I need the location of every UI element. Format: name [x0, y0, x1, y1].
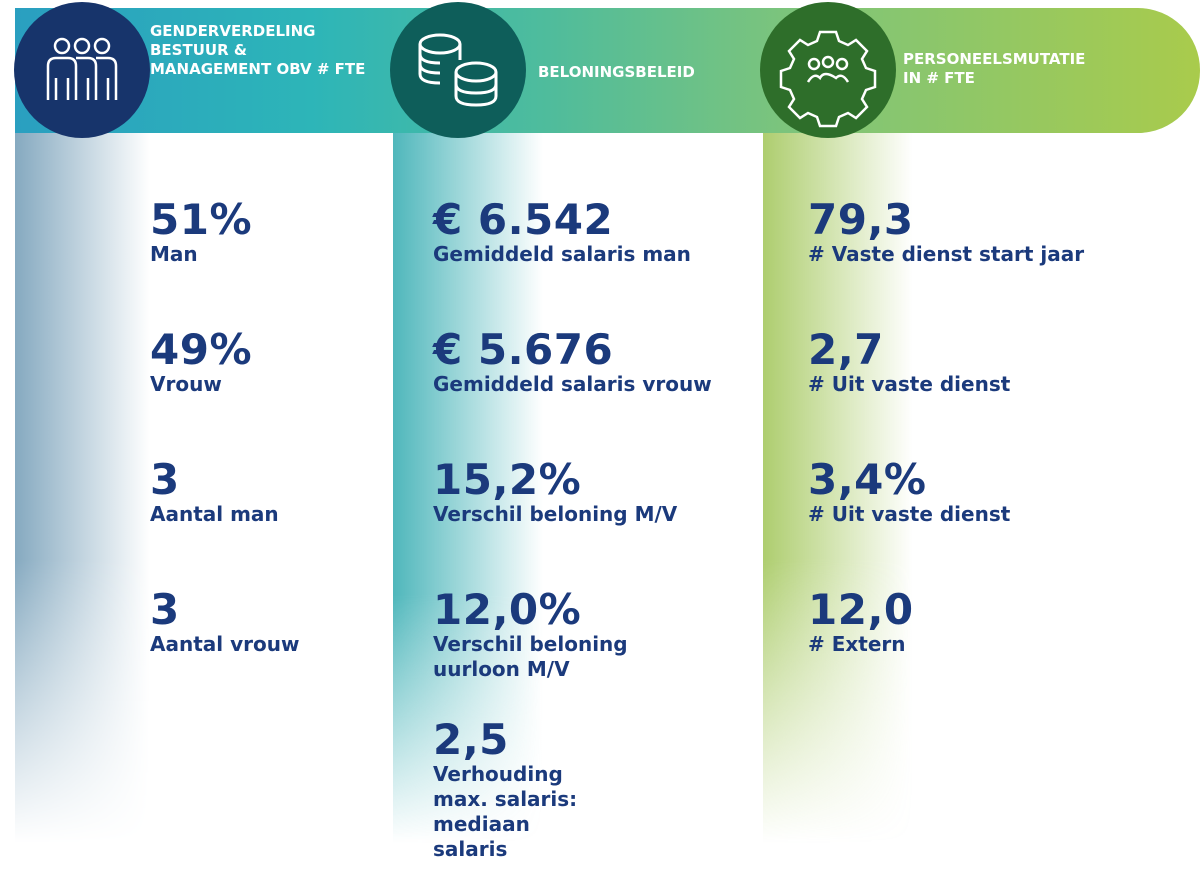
stat-label: # Uit vaste dienst [808, 372, 1011, 396]
column-3-background [763, 133, 913, 843]
stat-item: 3 Aantal vrouw [150, 588, 370, 657]
stat-value: 49% [150, 325, 253, 374]
stat-label: Verhouding max. salaris: mediaan salaris [433, 762, 578, 861]
stat-label: Aantal vrouw [150, 632, 300, 656]
column-2-background [393, 133, 543, 843]
icon-circle [760, 2, 896, 138]
column-1-background [15, 133, 150, 843]
stat-label: Verschil beloning uurloon M/V [433, 632, 628, 681]
stat-label: Aantal man [150, 502, 279, 526]
stat-item: 15,2% Verschil beloning M/V [433, 458, 743, 527]
stat-label: Gemiddeld salaris vrouw [433, 372, 712, 396]
column-title: BELONINGSBELEID [538, 63, 695, 81]
stat-value: € 5.676 [433, 325, 614, 374]
header-band [15, 8, 1200, 133]
stat-item: 3 Aantal man [150, 458, 370, 527]
coins-icon [418, 33, 498, 107]
stat-value: 15,2% [433, 455, 582, 504]
stat-value: € 6.542 [433, 195, 614, 244]
stat-label: Gemiddeld salaris man [433, 242, 691, 266]
stat-item: 2,7 # Uit vaste dienst [808, 328, 1138, 397]
stat-item: 12,0% Verschil beloning uurloon M/V [433, 588, 673, 682]
stat-label: # Vaste dienst start jaar [808, 242, 1085, 266]
stat-label: # Uit vaste dienst [808, 502, 1011, 526]
stat-value: 3 [150, 585, 180, 634]
stat-value: 2,5 [433, 715, 509, 764]
stat-item: 49% Vrouw [150, 328, 370, 397]
stat-value: 12,0% [433, 585, 582, 634]
stat-item: 51% Man [150, 198, 370, 267]
icon-circle [14, 2, 150, 138]
stat-item: € 6.542 Gemiddeld salaris man [433, 198, 743, 267]
header-icons [14, 2, 896, 138]
stat-item: 2,5 Verhouding max. salaris: mediaan sala… [433, 718, 603, 862]
stat-item: 12,0 # Extern [808, 588, 1138, 657]
stat-value: 51% [150, 195, 253, 244]
stat-item: 79,3 # Vaste dienst start jaar [808, 198, 1138, 267]
column-title: GENDERVERDELING BESTUUR & MANAGEMENT OBV… [150, 22, 366, 78]
stat-item: € 5.676 Gemiddeld salaris vrouw [433, 328, 743, 397]
stat-item: 3,4% # Uit vaste dienst [808, 458, 1138, 527]
stat-value: 3,4% [808, 455, 927, 504]
stat-value: 3 [150, 455, 180, 504]
stat-value: 12,0 [808, 585, 914, 634]
stat-label: Vrouw [150, 372, 222, 396]
people-icon [46, 37, 118, 100]
column-title: PERSONEELSMUTATIE IN # FTE [903, 50, 1086, 87]
stat-value: 79,3 [808, 195, 914, 244]
stat-label: Man [150, 242, 198, 266]
gear-icon [779, 30, 877, 128]
stat-label: # Extern [808, 632, 906, 656]
stat-label: Verschil beloning M/V [433, 502, 678, 526]
stat-value: 2,7 [808, 325, 884, 374]
